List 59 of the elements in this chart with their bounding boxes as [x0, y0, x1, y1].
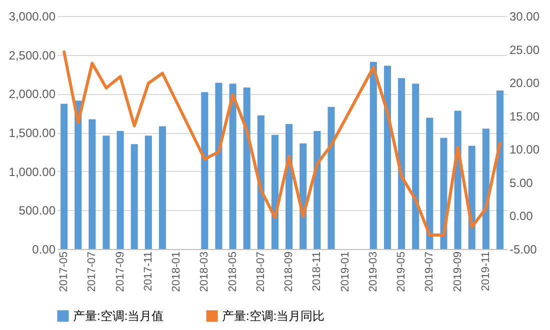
- bar: [328, 106, 335, 249]
- bar: [243, 87, 250, 249]
- x-tick-label: 2017-05: [58, 252, 70, 292]
- x-tick-label: 2018-05: [226, 252, 239, 292]
- y2-tick-label: 25.00: [510, 42, 540, 57]
- legend-label: 产量:空调:当月同比: [222, 309, 325, 323]
- bar: [102, 136, 110, 249]
- bar: [496, 90, 504, 249]
- y-tick-label: 2,000.00: [8, 87, 56, 102]
- bar: [215, 82, 222, 249]
- x-tick-label: 2018-01: [170, 252, 183, 292]
- bar: [384, 66, 391, 249]
- y-tick-label: 3,000.00: [8, 10, 56, 24]
- x-tick-label: 2019-11: [480, 252, 492, 292]
- x-tick-label: 2019-05: [396, 252, 408, 292]
- y2-tick-label: 15.00: [510, 109, 540, 124]
- bar: [229, 84, 236, 249]
- y2-tick-label: 20.00: [510, 76, 540, 90]
- x-tick-label: 2017-09: [114, 252, 126, 292]
- line-series: [62, 50, 502, 237]
- x-tick-label: 2017-11: [142, 252, 154, 292]
- y-tick-label: 500.00: [18, 204, 56, 218]
- bar: [426, 118, 434, 249]
- bar: [130, 144, 138, 249]
- y2-tick-label: 10.00: [510, 142, 540, 157]
- y-tick-label: 0.00: [32, 242, 56, 256]
- y-tick-label: 2,500.00: [8, 48, 56, 62]
- bar: [314, 130, 321, 249]
- bar: [74, 100, 82, 249]
- bar: [201, 92, 208, 249]
- bar: [158, 126, 166, 249]
- bar: [398, 78, 406, 249]
- y-tick-label: 1,500.00: [8, 126, 56, 140]
- bar: [370, 62, 377, 249]
- x-tick-label: 2019-07: [424, 252, 436, 292]
- bar: [60, 104, 68, 249]
- x-tick-label: 2019-03: [367, 252, 380, 292]
- x-tick-label: 2018-11: [311, 252, 324, 292]
- x-tick-label: 2018-03: [198, 252, 211, 292]
- y2-tick-label: 0.00: [510, 209, 534, 224]
- bar: [144, 136, 152, 249]
- y2-tick-label: 5.00: [510, 176, 534, 190]
- bar: [257, 115, 264, 249]
- y2-tick-label: 30.00: [510, 10, 540, 24]
- bar: [482, 128, 490, 249]
- x-tick-label: 2019-09: [452, 252, 464, 292]
- bar: [271, 134, 278, 249]
- bar: [116, 130, 124, 249]
- bar: [286, 124, 293, 249]
- x-tick-label: 2019-01: [339, 252, 352, 292]
- bar: [440, 138, 448, 249]
- bar: [412, 84, 420, 249]
- bar: [88, 119, 96, 249]
- y2-tick-label: -5.00: [510, 242, 538, 256]
- x-tick-label: 2017-07: [86, 252, 98, 292]
- x-tick-label: 2018-09: [283, 252, 296, 292]
- x-tick-label: 2018-07: [254, 252, 267, 292]
- y-tick-label: 1,000.00: [8, 164, 56, 179]
- legend-label: 产量:空调:当月值: [73, 309, 164, 323]
